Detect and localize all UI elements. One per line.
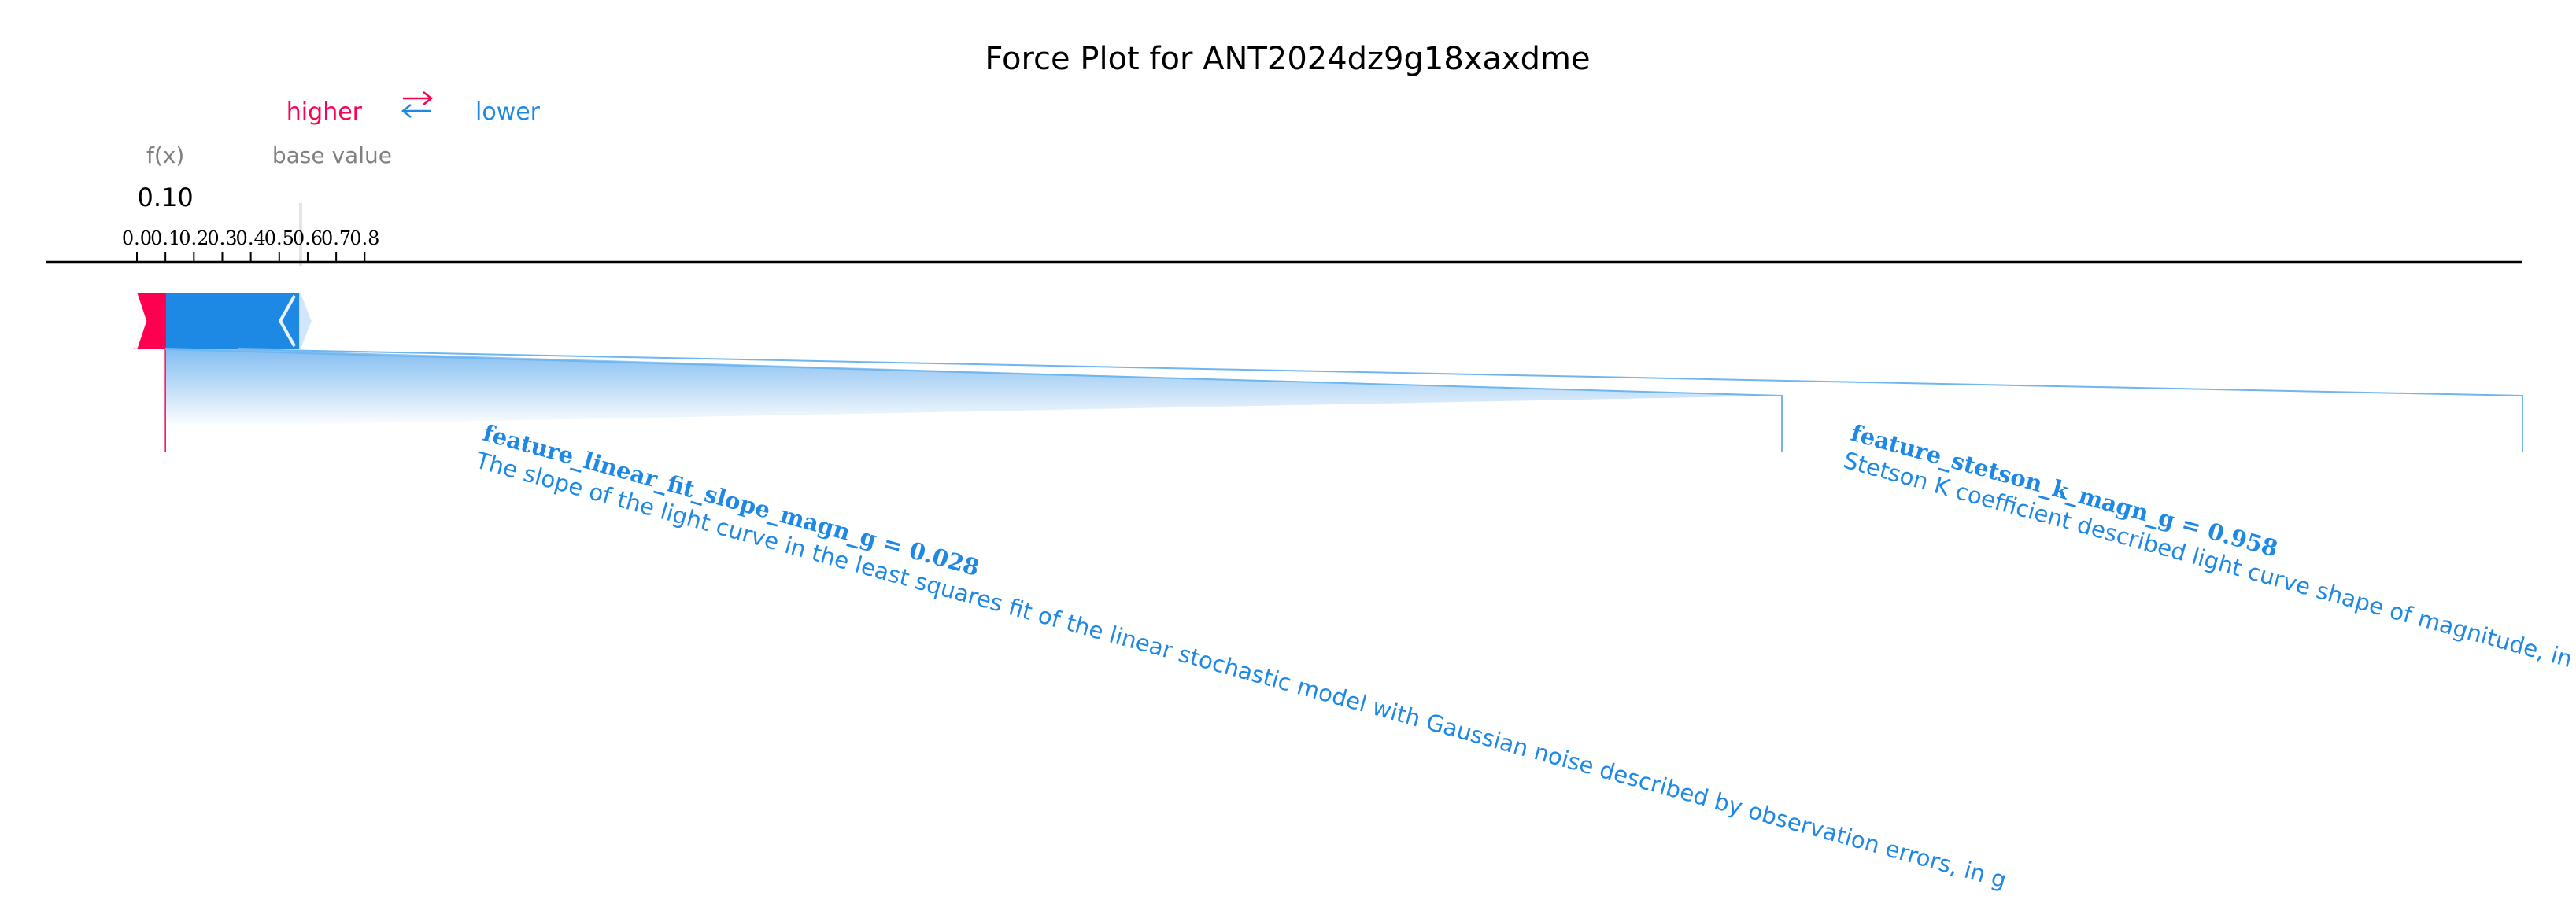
negative-bar (165, 293, 300, 349)
base-value-label: base value (272, 142, 392, 168)
chart-title: Force Plot for ANT2024dz9g18xaxdme (985, 41, 1590, 77)
x-tick-label: 0.3 (207, 227, 237, 249)
x-tick-label: 0.5 (264, 227, 294, 249)
x-tick-label: 0.4 (236, 227, 266, 249)
force-bars (123, 292, 312, 452)
x-tick-label: 0.7 (321, 227, 351, 249)
x-tick-label: 0.1 (150, 227, 180, 249)
x-tick-label: 0.6 (293, 227, 323, 249)
feature-connectors (165, 348, 2523, 452)
annotation-stetson-k: feature_stetson_k_magn_g= 0.958 Stetson … (1841, 419, 2576, 678)
feature-description-linear-fit-slope: The slope of the light curve in the leas… (472, 446, 2010, 893)
feature-name-linear-fit-slope: feature_linear_fit_slope_magn_g= 0.028 (480, 419, 982, 581)
fx-label: f(x) (146, 142, 184, 168)
legend-arrows-icon (401, 91, 434, 118)
positive-chevron (123, 292, 136, 350)
connector-stetson-k (238, 348, 2523, 452)
positive-chevron (134, 292, 147, 350)
x-tick-label: 0.0 (122, 227, 152, 249)
connector-linear-fit-slope (165, 348, 1783, 452)
feature-description-stetson-k: Stetson K coefficient described light cu… (1841, 447, 2576, 679)
negative-chevron (278, 295, 296, 347)
x-tick-label: 0.8 (349, 227, 379, 249)
x-axis-ticks: 0.00.10.20.30.40.50.60.70.8 (122, 227, 379, 262)
legend-higher: higher (286, 98, 363, 126)
annotation-linear-fit-slope: feature_linear_fit_slope_magn_g= 0.028 T… (472, 419, 2010, 894)
connector-fill-linear-fit-slope (165, 349, 1783, 427)
fx-value: 0.10 (138, 183, 194, 212)
legend-lower: lower (475, 98, 541, 126)
x-tick-label: 0.2 (179, 227, 209, 249)
